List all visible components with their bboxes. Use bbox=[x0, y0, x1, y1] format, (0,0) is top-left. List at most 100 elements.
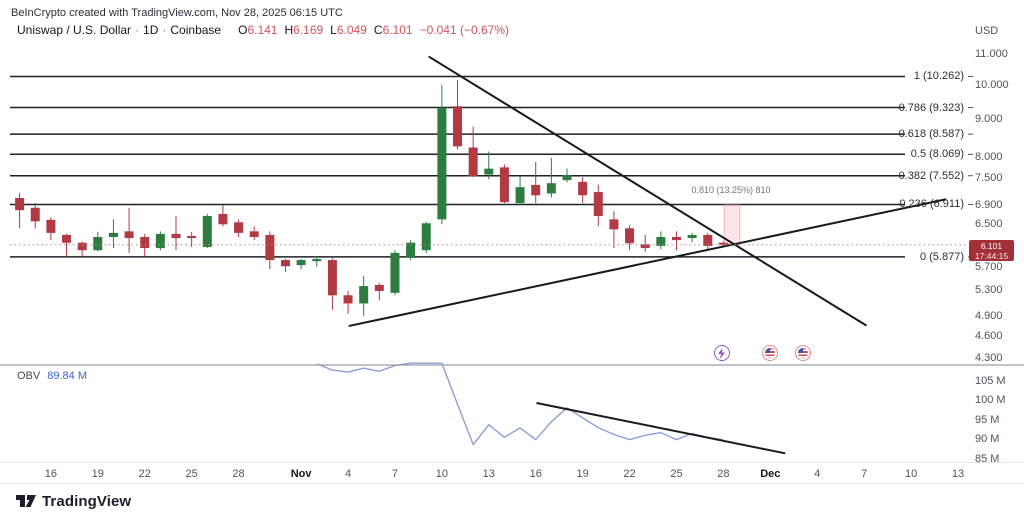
exchange[interactable]: Coinbase bbox=[170, 23, 222, 37]
time-tick-label: 16 bbox=[44, 468, 57, 480]
candle-body-Oct-29 bbox=[249, 231, 259, 237]
candle-body-Nov-9 bbox=[421, 223, 431, 251]
candle-body-Nov-15 bbox=[515, 187, 525, 204]
obv-tick-label: 90 M bbox=[975, 433, 1000, 446]
us-flag-event-icon[interactable] bbox=[762, 345, 779, 361]
tradingview-wordmark: TradingView bbox=[42, 492, 132, 510]
obv-tick-label: 95 M bbox=[975, 413, 1000, 426]
time-tick-label: 13 bbox=[951, 468, 965, 480]
candle-body-Oct-18 bbox=[77, 242, 87, 251]
obv-tick-label: 105 M bbox=[975, 375, 1006, 387]
low-value: 6.049 bbox=[336, 23, 367, 37]
candle-body-Nov-8 bbox=[406, 242, 416, 258]
time-tick-label: 28 bbox=[232, 468, 245, 480]
trendline-ascending-support[interactable] bbox=[348, 198, 947, 327]
countdown-timer: 17:44:15 bbox=[974, 251, 1009, 261]
candle-body-Oct-28 bbox=[234, 222, 244, 233]
fib-level-label: 0.786 (9.323) bbox=[898, 101, 964, 114]
candle-body-Nov-4 bbox=[343, 295, 353, 304]
attribution-text: BeInCrypto created with TradingView.com,… bbox=[11, 7, 343, 19]
chart-header: Uniswap / U.S. Dollar · 1D · Coinbase O6.141 H… bbox=[17, 23, 509, 37]
candle-body-Nov-21 bbox=[609, 219, 619, 230]
fib-level-label: 0.5 (8.069) bbox=[910, 148, 964, 161]
us-flag-glyph bbox=[798, 348, 809, 358]
fib-level-label: 0.382 (7.552) bbox=[898, 169, 964, 182]
time-tick-label: Dec bbox=[760, 468, 781, 480]
candle-body-Oct-16 bbox=[46, 219, 56, 233]
candle-body-Nov-14 bbox=[499, 167, 509, 203]
candle-body-Oct-27 bbox=[218, 214, 228, 225]
candle-body-Oct-22 bbox=[140, 236, 150, 249]
time-tick-label: Nov bbox=[290, 468, 312, 480]
candle-body-Nov-13 bbox=[484, 168, 494, 175]
time-tick-label: 16 bbox=[529, 468, 542, 480]
price-axis-unit: USD bbox=[975, 25, 999, 37]
candle-body-Nov-2 bbox=[312, 258, 322, 262]
price-tick-label: 8.000 bbox=[975, 151, 1003, 164]
us-flag-glyph bbox=[765, 348, 776, 358]
projection-label: 0.810 (13.25%) 810 bbox=[691, 185, 771, 195]
separator: · bbox=[135, 23, 140, 37]
obv-tick-label: 100 M bbox=[975, 394, 1006, 407]
candle-body-Nov-11 bbox=[453, 106, 463, 147]
candle-body-Nov-19 bbox=[578, 181, 588, 196]
candle-body-Nov-7 bbox=[390, 252, 400, 293]
candle-body-Oct-26 bbox=[202, 215, 212, 247]
price-tick-label: 5.700 bbox=[975, 260, 1003, 273]
price-tick-label: 10.000 bbox=[975, 78, 1009, 91]
candle-body-Nov-16 bbox=[531, 184, 541, 196]
time-tick-label: 28 bbox=[717, 468, 730, 480]
obv-indicator-label[interactable]: OBV bbox=[17, 370, 41, 382]
candle-body-Oct-23 bbox=[155, 233, 165, 249]
obv-trendline[interactable] bbox=[536, 402, 786, 455]
candle-body-Oct-15 bbox=[30, 207, 40, 222]
lightning-event-icon[interactable] bbox=[713, 345, 730, 361]
change-value: −0.041 (−0.67%) bbox=[419, 23, 509, 37]
time-tick-label: 25 bbox=[185, 468, 198, 480]
candle-body-Oct-20 bbox=[108, 232, 118, 237]
time-tick-label: 13 bbox=[482, 468, 495, 480]
high-value: 6.169 bbox=[293, 23, 324, 37]
candle-body-Nov-24 bbox=[656, 236, 666, 246]
price-tick-label: 11.000 bbox=[975, 48, 1008, 60]
us-flag-event-icon[interactable] bbox=[795, 345, 812, 361]
fib-level-label: 0.618 (8.587) bbox=[898, 128, 964, 141]
candle-body-Oct-30 bbox=[265, 234, 275, 261]
time-tick-label: 10 bbox=[435, 468, 448, 480]
time-tick-label: 19 bbox=[91, 468, 104, 480]
time-tick-label: 19 bbox=[576, 468, 589, 480]
time-tick-label: 4 bbox=[814, 468, 821, 480]
candle-body-Nov-3 bbox=[327, 260, 337, 296]
candle-body-Nov-22 bbox=[625, 228, 635, 244]
candle-body-Oct-14 bbox=[15, 198, 25, 211]
obv-indicator-row: OBV 89.84 M bbox=[17, 370, 87, 382]
tradingview-logo[interactable]: TradingView bbox=[15, 492, 131, 510]
time-tick-label: 10 bbox=[904, 468, 918, 480]
ohlc-values: O6.141 H6.169 L6.049 C6.101 −0.041 (−0.67%) bbox=[231, 23, 509, 37]
candle-body-Nov-25 bbox=[671, 236, 681, 241]
fib-level-label: 1 (10.262) bbox=[913, 70, 964, 83]
close-value: 6.101 bbox=[382, 23, 413, 37]
price-tick-label: 4.900 bbox=[975, 309, 1003, 322]
trendline-descending-resistance[interactable] bbox=[428, 55, 867, 327]
candle-body-Nov-5 bbox=[359, 286, 369, 304]
symbol-title[interactable]: Uniswap / U.S. Dollar bbox=[17, 23, 132, 37]
candle-body-Nov-28 bbox=[718, 242, 728, 245]
time-tick-label: 7 bbox=[391, 468, 399, 480]
time-tick-label: 25 bbox=[670, 468, 683, 480]
candle-body-Nov-26 bbox=[687, 234, 697, 239]
candle-body-Nov-6 bbox=[374, 284, 384, 291]
fib-level-label: 0 (5.877) bbox=[919, 250, 964, 263]
time-tick-label: 22 bbox=[623, 468, 636, 480]
separator: · bbox=[162, 23, 167, 37]
price-tick-label: 7.500 bbox=[975, 171, 1003, 184]
candle-body-Nov-12 bbox=[468, 147, 478, 177]
candle-body-Oct-21 bbox=[124, 231, 134, 239]
interval[interactable]: 1D bbox=[143, 23, 159, 37]
price-tick-label: 4.600 bbox=[975, 330, 1003, 343]
close-label: C bbox=[373, 23, 383, 37]
candle-body-Nov-23 bbox=[640, 244, 650, 249]
candle-body-Oct-19 bbox=[93, 236, 103, 251]
